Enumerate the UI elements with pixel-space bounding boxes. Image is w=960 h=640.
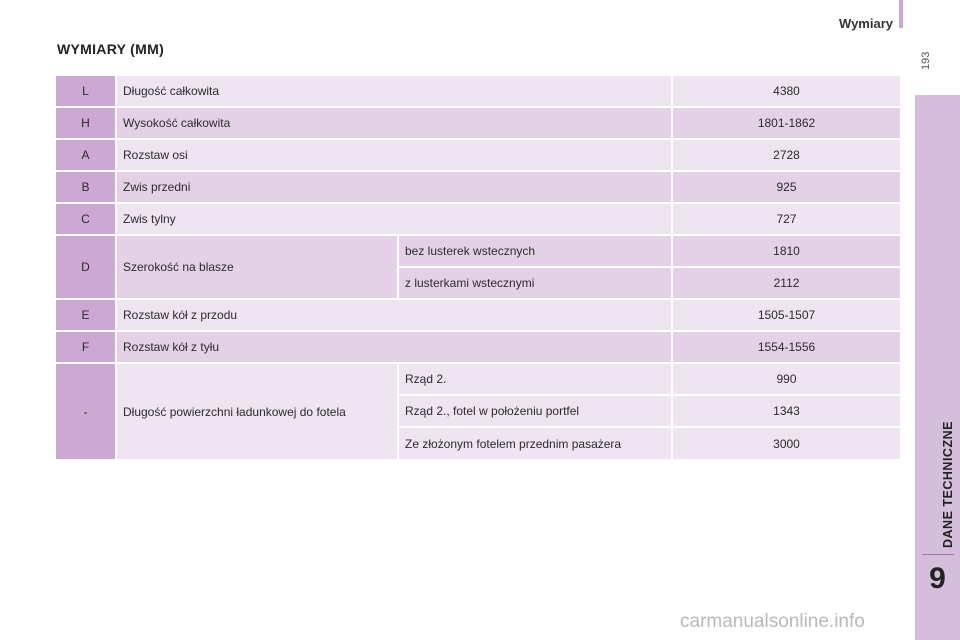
dimension-code: E: [56, 300, 117, 332]
table-row: E Rozstaw kół z przodu 1505-1507: [56, 300, 903, 332]
dimension-description: Rozstaw osi: [117, 140, 674, 172]
page-number: 193: [920, 51, 932, 70]
dimension-value: 2112: [673, 268, 903, 300]
dimension-value: 1810: [673, 236, 903, 268]
watermark: carmanualsonline.info: [680, 611, 865, 632]
dimension-subcondition: Ze złożonym fotelem przednim pasażera: [399, 428, 674, 461]
table-row: - Długość powierzchni ładunkowej do fote…: [56, 364, 903, 461]
dimension-subcondition: Rząd 2., fotel w położeniu portfel: [399, 396, 674, 428]
dimension-description: Zwis przedni: [117, 172, 674, 204]
dimensions-table: L Długość całkowita 4380 H Wysokość całk…: [56, 76, 903, 461]
table-row: A Rozstaw osi 2728: [56, 140, 903, 172]
table-row: B Zwis przedni 925: [56, 172, 903, 204]
page-heading: WYMIARY (MM): [57, 41, 165, 57]
dimension-code: A: [56, 140, 117, 172]
dimension-description: Długość całkowita: [117, 76, 674, 108]
chapter-side-tab: [915, 95, 960, 640]
dimension-subcondition: z lusterkami wstecznymi: [399, 268, 674, 300]
table-row: D Szerokość na blasze bez lusterek wstec…: [56, 236, 903, 300]
dimension-code: H: [56, 108, 117, 140]
dimension-value: 1505-1507: [673, 300, 903, 332]
dimension-description: Długość powierzchni ładunkowej do fotela: [117, 364, 399, 461]
dimension-code: L: [56, 76, 117, 108]
chapter-number: 9: [929, 562, 946, 595]
dimension-code: B: [56, 172, 117, 204]
dimension-subcondition: bez lusterek wstecznych: [399, 236, 674, 268]
dimension-description: Wysokość całkowita: [117, 108, 674, 140]
table-row: F Rozstaw kół z tyłu 1554-1556: [56, 332, 903, 364]
table-row: z lusterkami wstecznymi 2112: [56, 268, 903, 300]
dimension-value: 1554-1556: [673, 332, 903, 364]
dimension-value: 1343: [673, 396, 903, 428]
dimension-description: Zwis tylny: [117, 204, 674, 236]
table-row: C Zwis tylny 727: [56, 204, 903, 236]
dimension-value: 727: [673, 204, 903, 236]
dimension-value: 2728: [673, 140, 903, 172]
dimension-code: D: [56, 236, 117, 300]
chapter-divider: [922, 554, 954, 555]
dimension-code: C: [56, 204, 117, 236]
chapter-label: DANE TECHNICZNE: [941, 421, 955, 548]
dimension-value: 925: [673, 172, 903, 204]
dimension-code: -: [56, 364, 117, 461]
section-title: Wymiary: [839, 16, 893, 31]
dimension-value: 4380: [673, 76, 903, 108]
dimension-value: 3000: [673, 428, 903, 461]
dimension-value: 990: [673, 364, 903, 396]
header-accent-bar: [899, 0, 903, 28]
table-row: Ze złożonym fotelem przednim pasażera 30…: [56, 428, 903, 461]
dimension-value: 1801-1862: [673, 108, 903, 140]
dimension-description: Rozstaw kół z przodu: [117, 300, 674, 332]
dimension-description: Rozstaw kół z tyłu: [117, 332, 674, 364]
table-row: H Wysokość całkowita 1801-1862: [56, 108, 903, 140]
table-row: Rząd 2., fotel w położeniu portfel 1343: [56, 396, 903, 428]
dimension-code: F: [56, 332, 117, 364]
table-row: L Długość całkowita 4380: [56, 76, 903, 108]
dimension-subcondition: Rząd 2.: [399, 364, 674, 396]
dimension-description: Szerokość na blasze: [117, 236, 399, 300]
